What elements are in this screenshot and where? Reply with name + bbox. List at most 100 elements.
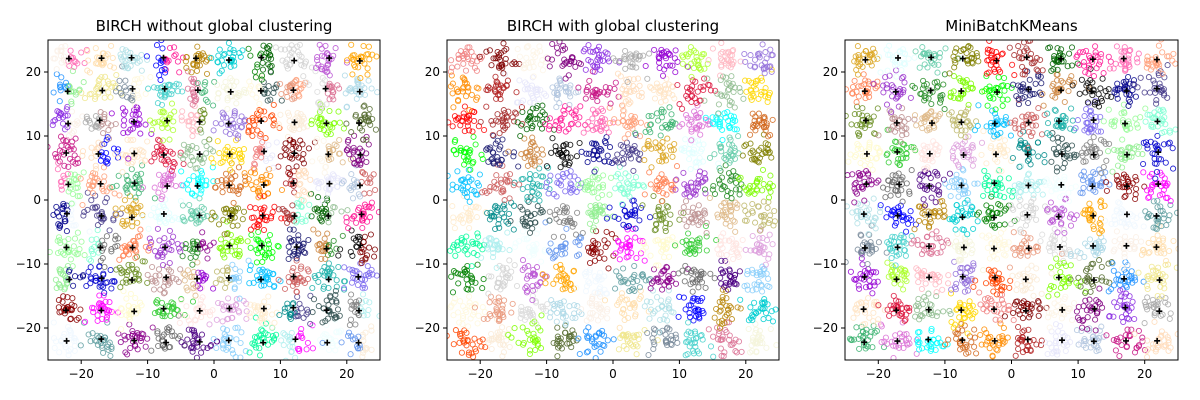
data-point — [314, 135, 321, 142]
data-point — [562, 313, 569, 320]
data-point — [662, 228, 669, 235]
data-point — [359, 333, 366, 340]
data-point — [478, 343, 485, 350]
data-point — [271, 85, 278, 92]
data-point — [329, 146, 336, 154]
data-point — [339, 232, 346, 239]
data-point — [749, 347, 756, 355]
data-point — [367, 121, 374, 128]
data-point — [570, 337, 577, 345]
data-point — [572, 314, 579, 322]
data-point — [542, 280, 549, 287]
data-point — [364, 263, 371, 270]
data-point — [685, 230, 692, 237]
data-point — [202, 182, 209, 189]
centroid-marker — [290, 273, 297, 280]
data-point — [180, 270, 187, 277]
data-point — [456, 339, 463, 346]
data-point — [496, 316, 503, 323]
data-point — [619, 332, 626, 339]
data-point — [152, 248, 159, 255]
data-point — [630, 273, 637, 280]
data-point — [168, 328, 175, 335]
data-point — [95, 249, 102, 256]
data-point — [191, 192, 198, 199]
data-point — [461, 190, 468, 197]
data-point — [756, 241, 763, 248]
data-point — [247, 52, 254, 59]
data-point — [739, 236, 746, 244]
data-point — [636, 217, 643, 224]
data-point — [695, 202, 702, 209]
data-point — [343, 59, 351, 66]
data-point — [341, 72, 348, 79]
data-point — [722, 257, 729, 264]
data-point — [517, 132, 524, 140]
centroid-marker — [226, 242, 233, 249]
data-point — [736, 246, 743, 253]
centroid-marker — [194, 275, 201, 282]
data-point — [344, 332, 352, 339]
data-point — [567, 121, 574, 128]
data-point — [298, 203, 305, 211]
data-point — [761, 218, 768, 225]
data-point — [311, 206, 318, 213]
centroid-marker — [129, 244, 136, 251]
data-point — [153, 143, 160, 151]
data-point — [160, 178, 167, 185]
data-point — [586, 266, 594, 273]
data-point — [532, 115, 539, 123]
data-point — [245, 123, 253, 130]
data-point — [78, 49, 85, 56]
data-point — [129, 97, 136, 104]
data-point — [495, 294, 502, 301]
data-point — [128, 160, 135, 167]
data-point — [447, 332, 450, 339]
data-point — [349, 71, 356, 78]
data-point — [598, 207, 605, 214]
data-point — [603, 215, 610, 222]
data-point — [60, 293, 67, 300]
data-point — [336, 312, 343, 319]
data-point — [166, 44, 174, 52]
data-point — [230, 350, 237, 357]
data-point — [177, 266, 184, 273]
data-point — [122, 87, 130, 94]
data-point — [764, 301, 771, 308]
data-point — [203, 150, 210, 157]
data-point — [80, 169, 87, 176]
data-point — [575, 335, 582, 342]
data-point — [728, 195, 735, 202]
data-point — [556, 209, 563, 216]
data-point — [492, 117, 500, 124]
data-point — [634, 182, 641, 189]
data-point — [269, 271, 276, 278]
data-point — [744, 271, 751, 278]
data-point — [197, 126, 204, 133]
data-point — [187, 95, 194, 102]
data-point — [483, 242, 491, 249]
data-point — [64, 294, 71, 301]
data-point — [184, 146, 191, 153]
data-point — [278, 186, 286, 194]
data-point — [682, 249, 689, 256]
data-point — [148, 130, 155, 137]
data-point — [258, 72, 266, 79]
data-point — [88, 144, 95, 151]
data-point — [54, 48, 61, 55]
data-point — [210, 178, 217, 185]
data-point — [568, 344, 575, 351]
data-point — [536, 112, 544, 119]
data-point — [185, 122, 192, 129]
data-point — [570, 285, 577, 292]
data-point — [165, 57, 172, 64]
data-point — [504, 229, 511, 236]
data-point — [164, 216, 172, 223]
data-point — [62, 79, 70, 86]
data-point — [271, 203, 278, 210]
data-point — [147, 74, 154, 81]
data-point — [645, 351, 652, 359]
data-point — [255, 185, 262, 192]
data-point — [176, 332, 184, 340]
data-point — [219, 183, 226, 190]
